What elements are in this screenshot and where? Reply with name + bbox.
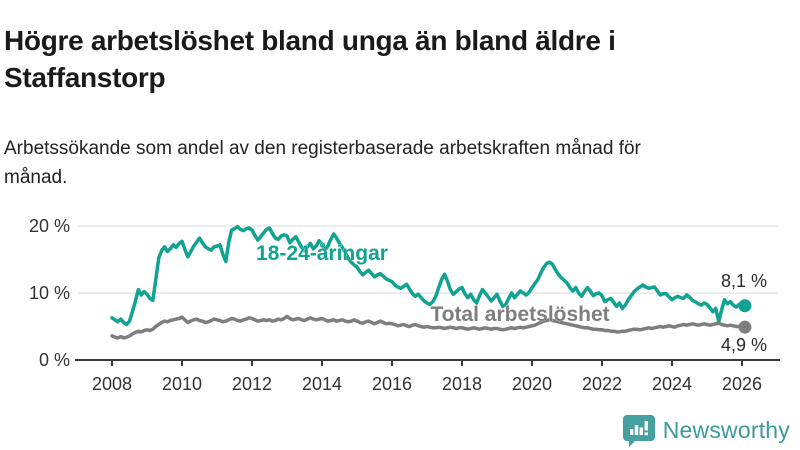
logo-bar-2 (634, 424, 638, 435)
speech-bubble-shape (622, 414, 655, 447)
x-axis-tick-label: 2018 (442, 374, 482, 394)
x-axis-tick-label: 2022 (582, 374, 622, 394)
brand-name: Newsworthy (662, 416, 790, 443)
y-axis-tick-label: 10 % (29, 283, 70, 303)
page-title: Högre arbetslöshet bland unga än bland ä… (4, 24, 616, 93)
logo-exclamation-stem (644, 420, 648, 430)
x-axis-tick-label: 2020 (512, 374, 552, 394)
logo-bar-3 (639, 427, 643, 435)
series-end-dot-total (738, 320, 752, 334)
x-axis-tick-label: 2014 (302, 374, 342, 394)
line-chart: 0 % 10 % 20 % 2008 2010 2012 2014 2016 2018 2020 2… (0, 200, 800, 400)
newsworthy-logo-icon (622, 414, 655, 447)
x-axis-tick-label: 2016 (372, 374, 412, 394)
logo-exclamation-dot (644, 431, 648, 435)
x-axis-tick-label: 2008 (92, 374, 132, 394)
x-axis-tick-label: 2010 (162, 374, 202, 394)
series-name-label-total: Total arbetslöshet (430, 303, 609, 326)
x-axis-tick-label: 2026 (722, 374, 762, 394)
series-line-youth (110, 224, 747, 327)
brand-footer[interactable]: Newsworthy (622, 412, 790, 448)
series-end-value-label: 4,9 % (721, 335, 767, 355)
x-axis-tick-label: 2012 (232, 374, 272, 394)
logo-bar-1 (629, 428, 634, 435)
y-axis-tick-label: 20 % (29, 216, 70, 236)
series-end-value-label: 8,1 % (721, 271, 767, 291)
x-axis-tick-label: 2024 (652, 374, 692, 394)
series-line-total (110, 314, 747, 340)
series-name-label-youth: 18-24-åringar (256, 242, 388, 265)
chart-canvas: 0 % 10 % 20 % 2008 2010 2012 2014 2016 2018 2020 2… (29, 216, 780, 394)
series-end-dot-youth (738, 299, 752, 313)
y-axis-tick-label: 0 % (39, 350, 70, 370)
chart-subtitle: Arbetssökande som andel av den registerb… (4, 138, 641, 188)
